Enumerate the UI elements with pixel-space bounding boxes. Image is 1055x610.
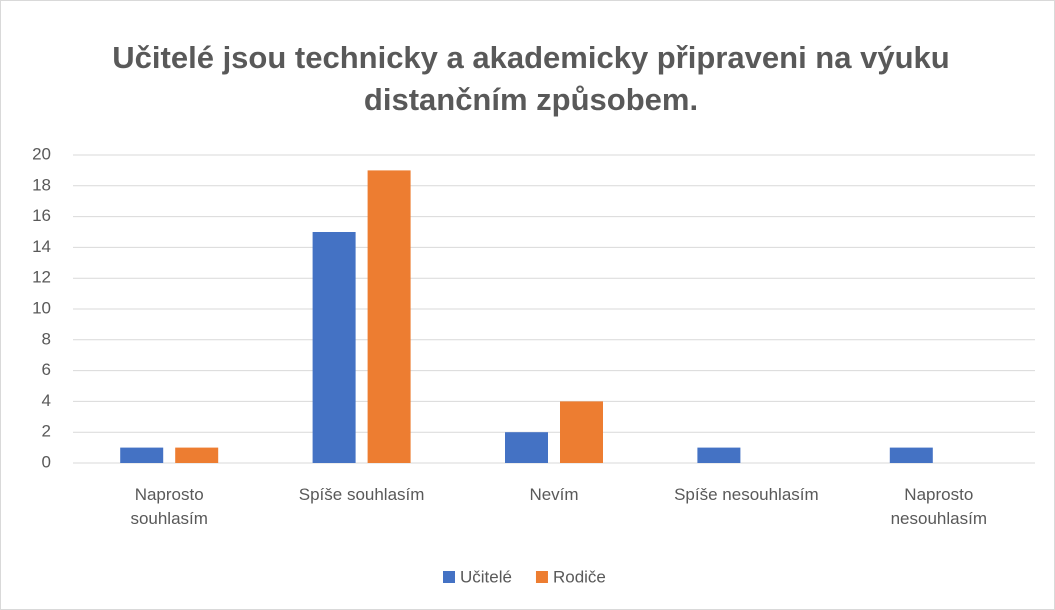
bar — [560, 401, 603, 463]
legend-label: Učitelé — [460, 567, 512, 586]
bar — [697, 447, 741, 463]
x-tick-label: Naprosto souhlasím — [130, 485, 208, 528]
y-tick-label: 2 — [42, 422, 51, 441]
bar — [889, 447, 933, 463]
legend-swatch — [535, 571, 548, 583]
y-tick-label: 8 — [42, 329, 51, 348]
y-tick-label: 20 — [32, 144, 51, 163]
y-tick-label: 12 — [32, 268, 51, 287]
x-tick-label: Spíše nesouhlasím — [674, 485, 819, 504]
y-tick-label: 10 — [32, 298, 51, 317]
y-tick-label: 18 — [32, 175, 51, 194]
y-tick-label: 16 — [32, 206, 51, 225]
x-tick-label: Naprosto nesouhlasím — [890, 485, 987, 528]
bar — [505, 432, 548, 463]
y-tick-label: 6 — [42, 360, 51, 379]
x-tick-label: Spíše souhlasím — [298, 485, 425, 504]
bar — [175, 447, 219, 463]
y-tick-label: 14 — [32, 237, 51, 256]
legend-swatch — [443, 571, 455, 583]
bar — [367, 170, 411, 463]
bar — [120, 447, 164, 463]
legend-label: Rodiče — [553, 567, 606, 586]
y-tick-label: 4 — [42, 391, 51, 410]
y-tick-label: 0 — [42, 452, 51, 471]
chart-title: Učitelé jsou technicky a akademicky přip… — [112, 40, 950, 117]
bar — [312, 232, 356, 463]
x-tick-label: Nevím — [529, 485, 579, 504]
